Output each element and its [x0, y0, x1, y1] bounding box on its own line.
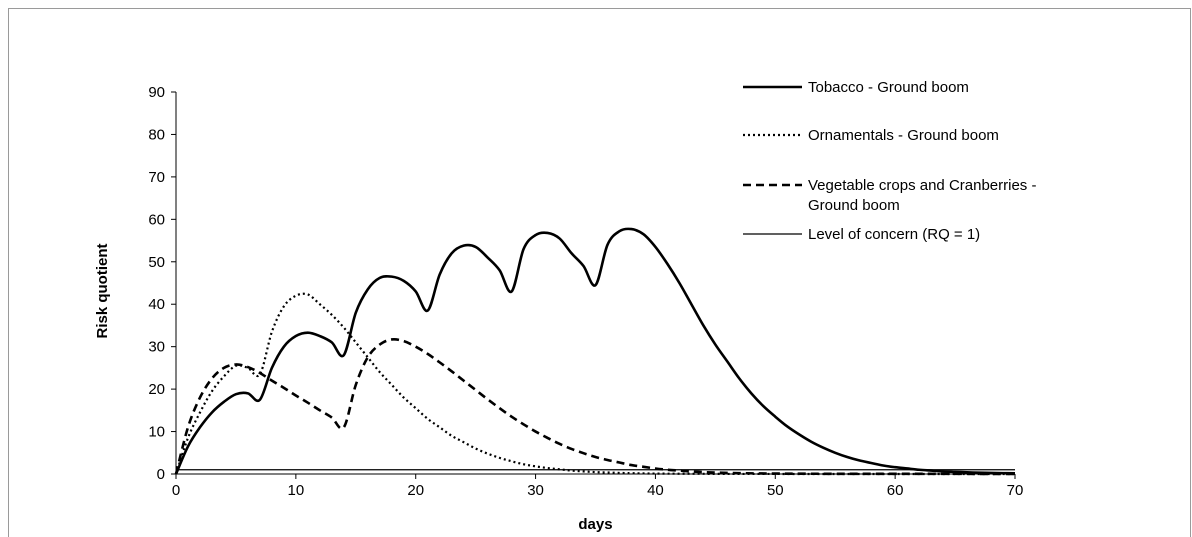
x-axis-title: days [578, 516, 612, 533]
chart-frame [8, 8, 1191, 537]
x-tick-label: 60 [887, 482, 904, 499]
y-tick-label: 20 [148, 381, 165, 398]
legend-label-1: Tobacco - Ground boom [808, 79, 969, 96]
series-layer [174, 227, 1016, 476]
x-tick-label: 30 [527, 482, 544, 499]
x-tick-label: 50 [767, 482, 784, 499]
legend-label-4: Level of concern (RQ = 1) [808, 226, 980, 243]
y-tick-label: 40 [148, 296, 165, 313]
legend: Tobacco - Ground boom Ornamentals - Groun… [743, 79, 1036, 243]
x-tick-label: 20 [407, 482, 424, 499]
series-line-1 [174, 227, 1016, 475]
y-tick-label: 10 [148, 424, 165, 441]
y-tick-label: 50 [148, 254, 165, 271]
x-tick-label: 10 [288, 482, 305, 499]
x-tick-label: 0 [172, 482, 180, 499]
y-tick-label: 90 [148, 84, 165, 101]
y-tick-label: 70 [148, 169, 165, 186]
y-ticks: 0 10 20 30 40 50 60 70 80 90 [148, 84, 176, 483]
legend-label-3: Vegetable crops and Cranberries -Ground … [808, 177, 1036, 214]
y-tick-label: 60 [148, 211, 165, 228]
y-tick-label: 0 [157, 466, 165, 483]
series-line-3 [174, 338, 1016, 476]
x-ticks: 0 10 20 30 40 50 60 70 [172, 474, 1024, 499]
x-tick-label: 70 [1007, 482, 1024, 499]
y-tick-label: 80 [148, 126, 165, 143]
x-tick-label: 40 [647, 482, 664, 499]
y-tick-label: 30 [148, 339, 165, 356]
legend-label-2: Ornamentals - Ground boom [808, 127, 999, 144]
y-axis-title: Risk quotient [94, 243, 111, 338]
series-line-2 [174, 292, 1016, 476]
axes [175, 92, 1015, 475]
